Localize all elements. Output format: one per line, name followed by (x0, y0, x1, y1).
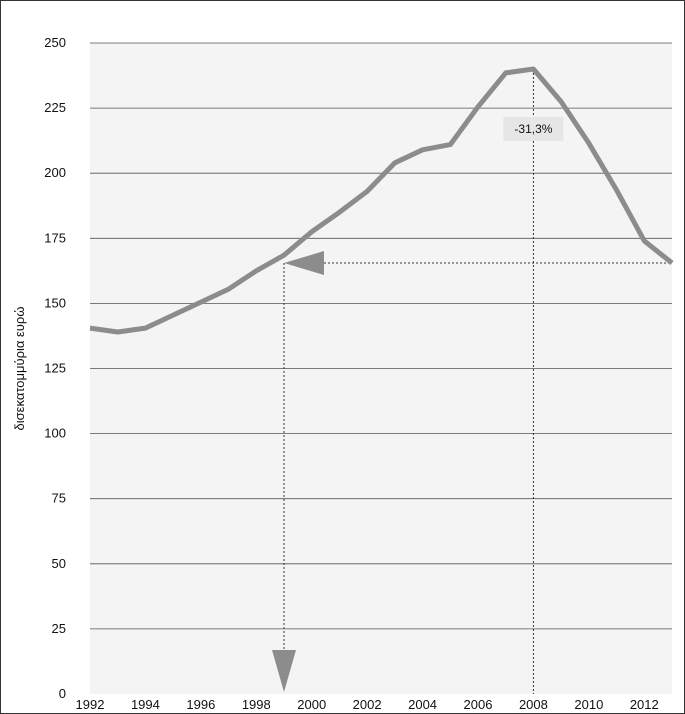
gridlines (90, 42, 672, 630)
y-tick-labels: 0 25 50 75 100 125 150 175 200 225 250 (44, 35, 66, 701)
x-tick-label: 2012 (630, 697, 659, 712)
y-tick-label: 75 (52, 491, 66, 506)
series-line (89, 66, 674, 335)
annotation-label: -31,3% (514, 122, 552, 136)
y-tick-label: 175 (44, 230, 66, 245)
down-arrow-head (272, 650, 296, 692)
x-tick-label: 1996 (186, 697, 215, 712)
x-tick-label: 1994 (131, 697, 160, 712)
y-tick-label: 250 (44, 35, 66, 50)
annotation-box (503, 117, 564, 142)
x-tick-label: 1992 (76, 697, 105, 712)
x-tick-label: 2006 (464, 697, 493, 712)
x-tick-label: 2008 (519, 697, 548, 712)
y-tick-label: 200 (44, 165, 66, 180)
left-arrow-head (284, 251, 324, 276)
y-tick-label: 50 (52, 556, 66, 571)
annotation-guides (283, 69, 672, 694)
x-tick-label: 1998 (242, 697, 271, 712)
y-tick-label: 0 (59, 686, 66, 701)
x-tick-labels: 1992 1994 1996 1998 2000 2002 2004 2006 2008 2010… (76, 697, 659, 712)
y-tick-label: 25 (52, 621, 66, 636)
y-tick-label: 100 (44, 426, 66, 441)
x-tick-label: 2010 (574, 697, 603, 712)
y-tick-label: 150 (44, 295, 66, 310)
y-tick-label: 225 (44, 100, 66, 115)
x-tick-label: 2004 (408, 697, 437, 712)
y-axis-label: δισεκατομμύρια ευρώ (12, 307, 27, 431)
y-tick-label: 125 (44, 361, 66, 376)
annotation: -31,3% (272, 117, 564, 692)
x-tick-label: 2000 (297, 697, 326, 712)
x-tick-label: 2002 (353, 697, 382, 712)
